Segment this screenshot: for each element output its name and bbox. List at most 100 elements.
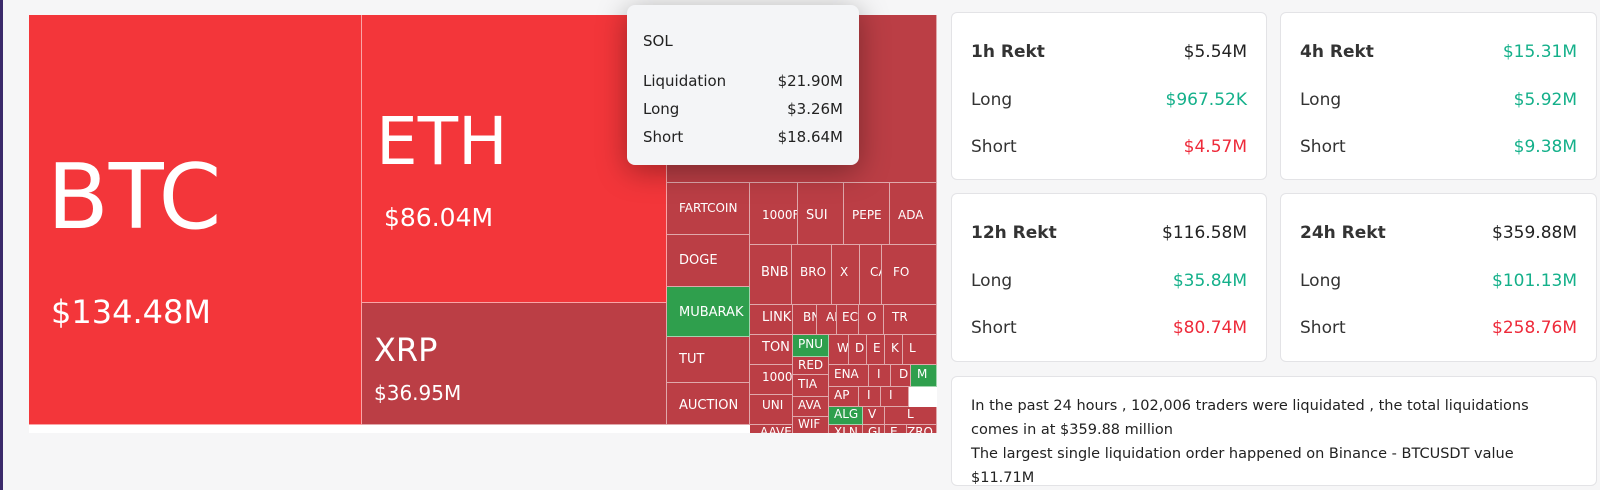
- treemap-tile[interactable]: FARTCOIN: [667, 183, 750, 235]
- treemap-tile[interactable]: TR: [884, 305, 937, 335]
- treemap-tile[interactable]: ETH $86.04M: [362, 15, 667, 303]
- treemap-tile[interactable]: WIF: [793, 417, 829, 433]
- treemap-tile[interactable]: W: [829, 335, 849, 365]
- treemap-tile[interactable]: PEPE: [844, 183, 890, 245]
- treemap-tile[interactable]: DOGE: [667, 235, 750, 287]
- treemap-tile[interactable]: D: [891, 365, 911, 387]
- treemap-tile[interactable]: XRP $36.95M: [362, 303, 667, 425]
- treemap-tile[interactable]: XLN: [829, 425, 863, 433]
- card-total: $116.58M: [1162, 223, 1247, 243]
- tile-symbol: FO: [893, 265, 910, 279]
- card-short-label: Short: [971, 137, 1017, 157]
- treemap-tile[interactable]: L: [885, 407, 937, 425]
- treemap-tile[interactable]: PNU: [793, 335, 829, 357]
- treemap-tile[interactable]: TUT: [667, 337, 750, 383]
- treemap-tile[interactable]: BNB: [750, 245, 792, 305]
- tile-symbol: BN: [803, 310, 816, 324]
- summary-line-1: In the past 24 hours , 102,006 traders w…: [971, 398, 1529, 438]
- card-short-label: Short: [971, 318, 1017, 338]
- rekt-card-12h: 12h Rekt $116.58M Long $35.84M Short $80.74…: [951, 193, 1267, 362]
- tile-symbol: TIA: [798, 377, 818, 391]
- treemap-tile[interactable]: BN: [793, 305, 817, 335]
- treemap-tile[interactable]: LINK: [750, 305, 793, 335]
- card-long-value: $967.52K: [1165, 90, 1247, 110]
- tile-symbol: E: [873, 341, 881, 355]
- tile-symbol: D: [899, 367, 909, 381]
- treemap-tile[interactable]: GI: [863, 425, 885, 433]
- card-title: 12h Rekt: [971, 223, 1057, 243]
- tile-symbol: TR: [892, 310, 908, 324]
- treemap-tile[interactable]: TON: [750, 335, 793, 365]
- tile-value: $134.48M: [51, 293, 211, 331]
- card-short-label: Short: [1300, 318, 1346, 338]
- treemap-tile[interactable]: ENA: [829, 365, 869, 387]
- tile-symbol: K: [891, 341, 899, 355]
- tile-symbol: ZRO: [907, 425, 934, 433]
- card-long-value: $35.84M: [1172, 271, 1247, 291]
- tile-symbol: AR: [826, 310, 836, 324]
- tile-symbol: LINK: [762, 310, 792, 325]
- card-short-value: $80.74M: [1172, 318, 1247, 338]
- treemap-tile[interactable]: BRO: [792, 245, 832, 305]
- tile-symbol: ENA: [834, 367, 859, 381]
- treemap-tile[interactable]: AUCTION: [667, 383, 750, 425]
- tile-symbol: I: [867, 388, 871, 402]
- treemap-tile[interactable]: 1000: [750, 365, 793, 395]
- treemap-tile[interactable]: UNI: [750, 395, 793, 425]
- treemap-tile[interactable]: M: [911, 365, 937, 387]
- treemap-tile[interactable]: X: [832, 245, 860, 305]
- treemap-tile[interactable]: 1000F: [750, 183, 798, 245]
- treemap-tile[interactable]: V: [863, 407, 885, 425]
- treemap-tile[interactable]: AP: [829, 387, 859, 407]
- card-total: $15.31M: [1502, 42, 1577, 62]
- tile-symbol: RED: [798, 358, 824, 372]
- card-long-label: Long: [971, 90, 1013, 110]
- treemap-tile[interactable]: CA: [860, 245, 882, 305]
- tile-symbol: I: [889, 388, 893, 402]
- tile-symbol: BNB: [761, 265, 789, 280]
- treemap-tile[interactable]: K: [885, 335, 903, 365]
- treemap-tile[interactable]: ZRO: [907, 425, 937, 433]
- treemap-tile[interactable]: EC: [837, 305, 859, 335]
- treemap-tile[interactable]: AAVE: [750, 425, 793, 433]
- card-short-value: $4.57M: [1183, 137, 1247, 157]
- card-long-label: Long: [971, 271, 1013, 291]
- treemap-tile[interactable]: I: [869, 365, 891, 387]
- tile-symbol: UNI: [762, 398, 784, 412]
- rekt-card-24h: 24h Rekt $359.88M Long $101.13M Short $258.…: [1280, 193, 1597, 362]
- treemap-tile[interactable]: RED: [793, 357, 829, 375]
- tile-symbol: AP: [834, 388, 850, 402]
- treemap-tile[interactable]: ADA: [890, 183, 937, 245]
- treemap-tile[interactable]: MUBARAK: [667, 287, 750, 337]
- card-short-label: Short: [1300, 137, 1346, 157]
- tile-symbol: 1000F: [762, 208, 798, 222]
- tile-symbol: AVA: [798, 398, 822, 412]
- treemap-tile[interactable]: AR: [817, 305, 837, 335]
- treemap-tile[interactable]: ALG: [829, 407, 863, 425]
- card-title: 24h Rekt: [1300, 223, 1386, 243]
- treemap-tile[interactable]: FO: [882, 245, 937, 305]
- tile-symbol: ALG: [834, 407, 859, 421]
- tile-symbol: ETH: [376, 103, 508, 180]
- tile-symbol: MUBARAK: [679, 305, 744, 320]
- tooltip-row-short: Short $18.64M: [643, 128, 843, 146]
- treemap-tile[interactable]: I: [881, 387, 909, 407]
- tile-symbol: AAVE: [760, 425, 792, 433]
- treemap-tile[interactable]: BTC $134.48M: [29, 15, 362, 425]
- treemap-tile[interactable]: TIA: [793, 375, 829, 397]
- treemap-tile[interactable]: O: [859, 305, 884, 335]
- tile-symbol: D: [855, 341, 865, 355]
- treemap-tile[interactable]: D: [849, 335, 867, 365]
- tile-symbol: AUCTION: [679, 398, 739, 413]
- tile-symbol: DOGE: [679, 253, 718, 268]
- tile-symbol: PEPE: [852, 208, 882, 222]
- treemap-tile[interactable]: E: [885, 425, 907, 433]
- treemap-tile[interactable]: L: [903, 335, 937, 365]
- treemap-tile[interactable]: I: [859, 387, 881, 407]
- tile-symbol: GI: [868, 425, 881, 433]
- treemap-tile[interactable]: E: [867, 335, 885, 365]
- card-short-value: $9.38M: [1513, 137, 1577, 157]
- treemap-tile[interactable]: AVA: [793, 397, 829, 417]
- tile-symbol: PNU: [798, 337, 823, 351]
- treemap-tile[interactable]: SUI: [798, 183, 844, 245]
